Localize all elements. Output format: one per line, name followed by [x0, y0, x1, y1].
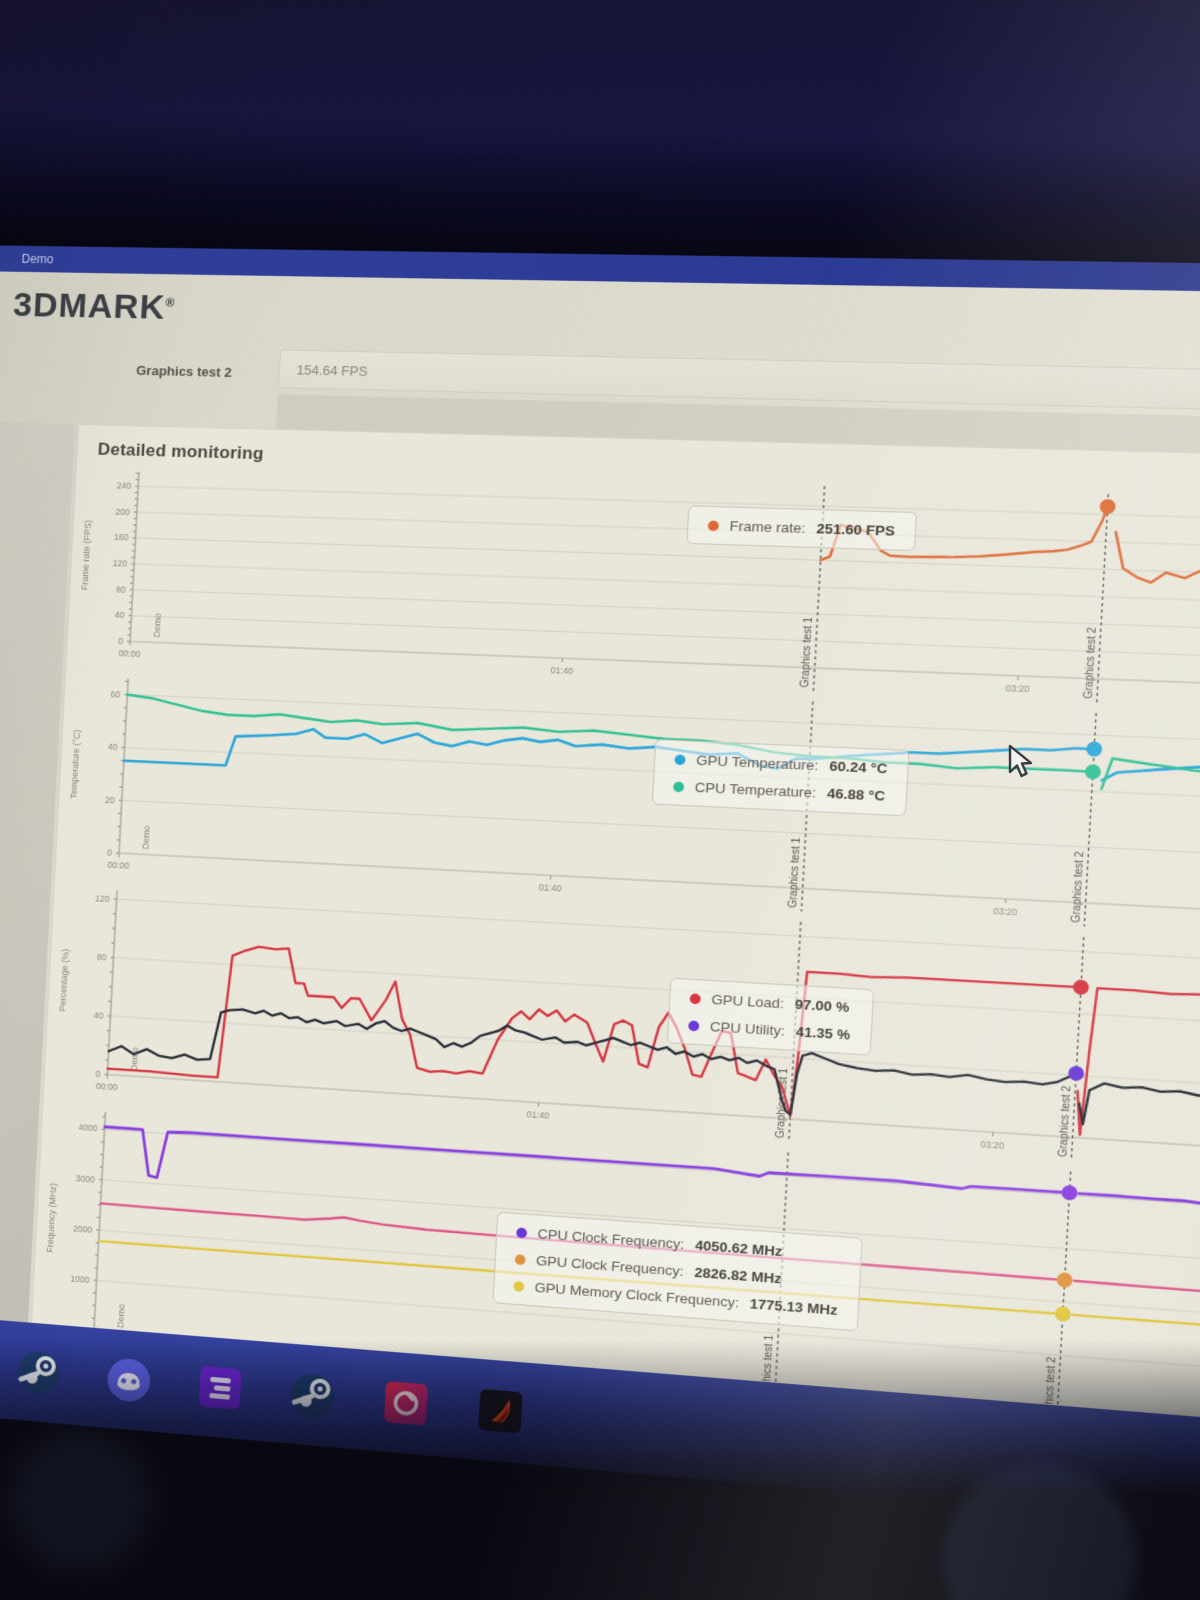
svg-text:01:40: 01:40: [539, 882, 562, 894]
svg-text:0: 0: [107, 847, 113, 857]
svg-text:2000: 2000: [73, 1223, 93, 1235]
svg-text:60: 60: [110, 689, 120, 700]
svg-text:01:40: 01:40: [526, 1109, 549, 1121]
monitor-screen: Demo 3DMARK® Graphics test 2 154.64 FPS …: [0, 244, 1200, 1548]
svg-text:Graphics test 2: Graphics test 2: [1082, 626, 1099, 699]
desk-surface: [0, 1340, 1200, 1600]
frame-rate-plot[interactable]: 0 40 80 120 160 200 240 00:00 01:40 03:20 Frame ra…: [70, 463, 1200, 715]
cpu-temp-dot-icon: [672, 780, 685, 792]
legend-row: Frame rate: 251.60 FPS: [707, 517, 895, 539]
utilization-chart: 0 40 80 120 00:00 01:40 03:20 Percentage (%) Dem…: [48, 880, 1200, 1187]
svg-text:3000: 3000: [76, 1173, 96, 1184]
frame-rate-dot-icon: [707, 519, 720, 531]
svg-text:0: 0: [118, 636, 124, 646]
svg-text:200: 200: [115, 506, 130, 517]
temperature-legend: GPU Temperature: 60.24 °C CPU Temperatur…: [651, 738, 910, 817]
svg-text:00:00: 00:00: [107, 860, 129, 871]
fps-result-value: 154.64 FPS: [296, 361, 369, 379]
svg-text:Graphics test 2: Graphics test 2: [1057, 1085, 1073, 1158]
legend-row: CPU Temperature: 46.88 °C: [672, 778, 887, 804]
legend-row: GPU Load: 97.00 %: [689, 990, 852, 1015]
utilization-legend: GPU Load: 97.00 % CPU Utility: 41.35 %: [666, 977, 874, 1056]
svg-text:03:20: 03:20: [980, 1139, 1005, 1151]
svg-text:4000: 4000: [78, 1123, 98, 1134]
svg-text:Demo: Demo: [115, 1303, 126, 1328]
svg-text:20: 20: [105, 794, 115, 805]
svg-text:160: 160: [114, 532, 129, 543]
svg-text:Graphics test 1: Graphics test 1: [799, 616, 815, 687]
svg-text:03:20: 03:20: [993, 906, 1018, 918]
test-name-label: Graphics test 2: [135, 362, 233, 381]
frame-rate-chart: 0 40 80 120 160 200 240 00:00 01:40 03:20 Frame ra…: [70, 463, 1200, 721]
svg-text:03:20: 03:20: [1005, 683, 1030, 695]
svg-text:00:00: 00:00: [96, 1081, 118, 1093]
svg-text:01:40: 01:40: [550, 665, 573, 676]
app-logo: 3DMARK®: [12, 285, 176, 327]
svg-text:240: 240: [117, 480, 132, 491]
svg-text:80: 80: [116, 584, 126, 594]
svg-text:1000: 1000: [70, 1273, 90, 1285]
gpu-temp-dot-icon: [674, 753, 686, 765]
svg-text:Percentage (%): Percentage (%): [57, 949, 70, 1012]
svg-text:120: 120: [113, 558, 128, 569]
svg-text:Demo: Demo: [140, 825, 151, 850]
gpu-memory-clock-dot-icon: [513, 1280, 525, 1292]
titlebar-text: Demo: [21, 251, 54, 267]
svg-text:Frequency (MHz): Frequency (MHz): [45, 1183, 59, 1253]
detailed-monitoring-card: Detailed monitoring 0 40 80 120 160 200 240 00:…: [30, 423, 1200, 1429]
svg-text:40: 40: [115, 610, 125, 620]
svg-text:Temperature (°C): Temperature (°C): [68, 729, 82, 799]
svg-text:40: 40: [108, 742, 118, 753]
frame-rate-legend: Frame rate: 251.60 FPS: [686, 505, 918, 552]
gpu-clock-dot-icon: [514, 1253, 526, 1265]
gpu-load-dot-icon: [689, 992, 701, 1004]
cpu-utility-dot-icon: [688, 1019, 700, 1031]
registered-mark: ®: [165, 295, 176, 310]
legend-row: GPU Temperature: 60.24 °C: [674, 751, 888, 776]
utilization-plot[interactable]: 0 40 80 120 00:00 01:40 03:20 Percentage (%) Dem…: [48, 880, 1200, 1180]
svg-text:Graphics test 1: Graphics test 1: [787, 837, 803, 909]
svg-text:Graphics test 2: Graphics test 2: [1070, 850, 1086, 923]
svg-text:0: 0: [95, 1069, 101, 1079]
svg-text:Demo: Demo: [129, 1047, 140, 1072]
svg-text:00:00: 00:00: [118, 648, 140, 659]
svg-text:120: 120: [95, 893, 110, 904]
svg-text:Graphics test 1: Graphics test 1: [775, 1067, 791, 1139]
svg-text:Demo: Demo: [152, 613, 163, 638]
temperature-plot[interactable]: 0 20 40 60 00:00 01:40 03:20 Temperature (°C) De…: [59, 669, 1200, 942]
cpu-clock-dot-icon: [516, 1226, 528, 1238]
svg-text:80: 80: [97, 952, 107, 963]
svg-text:40: 40: [94, 1010, 104, 1021]
temperature-chart: 0 20 40 60 00:00 01:40 03:20 Temperature (°C) De…: [59, 669, 1200, 949]
legend-row: CPU Utility: 41.35 %: [688, 1017, 851, 1043]
svg-text:Frame rate (FPS): Frame rate (FPS): [79, 520, 93, 591]
benchmark-app-window: 3DMARK® Graphics test 2 154.64 FPS Detai…: [0, 270, 1200, 1441]
